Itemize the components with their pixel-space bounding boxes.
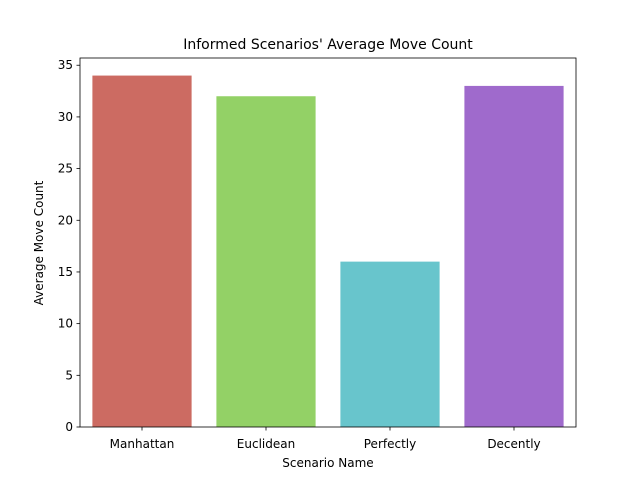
y-tick-label: 10 [58, 317, 73, 331]
bar-decently [464, 85, 564, 427]
y-tick-label: 0 [65, 420, 73, 434]
bar-euclidean [216, 96, 316, 427]
bar-perfectly [340, 261, 440, 427]
y-tick-label: 5 [65, 368, 73, 382]
chart-title: Informed Scenarios' Average Move Count [183, 37, 473, 53]
y-tick-label: 25 [58, 162, 73, 176]
bars-layer [92, 75, 564, 428]
plot-frame [79, 57, 577, 428]
x-axis-label: Scenario Name [282, 456, 373, 470]
x-tick-label: Decently [487, 437, 540, 451]
y-axis-label: Average Move Count [32, 180, 46, 305]
bar-manhattan [92, 75, 192, 428]
axes-layer [79, 57, 577, 428]
x-tick-label: Euclidean [237, 437, 295, 451]
y-tick-label: 35 [58, 58, 73, 72]
y-tick-label: 20 [58, 213, 73, 227]
y-tick-label: 30 [58, 110, 73, 124]
y-tick-label: 15 [58, 265, 73, 279]
ticks-layer: 0 5 10 15 20 25 30 35 Manhattan Euclidean Perfectl… [58, 58, 541, 451]
x-tick-label: Perfectly [364, 437, 416, 451]
x-tick-label: Manhattan [110, 437, 175, 451]
